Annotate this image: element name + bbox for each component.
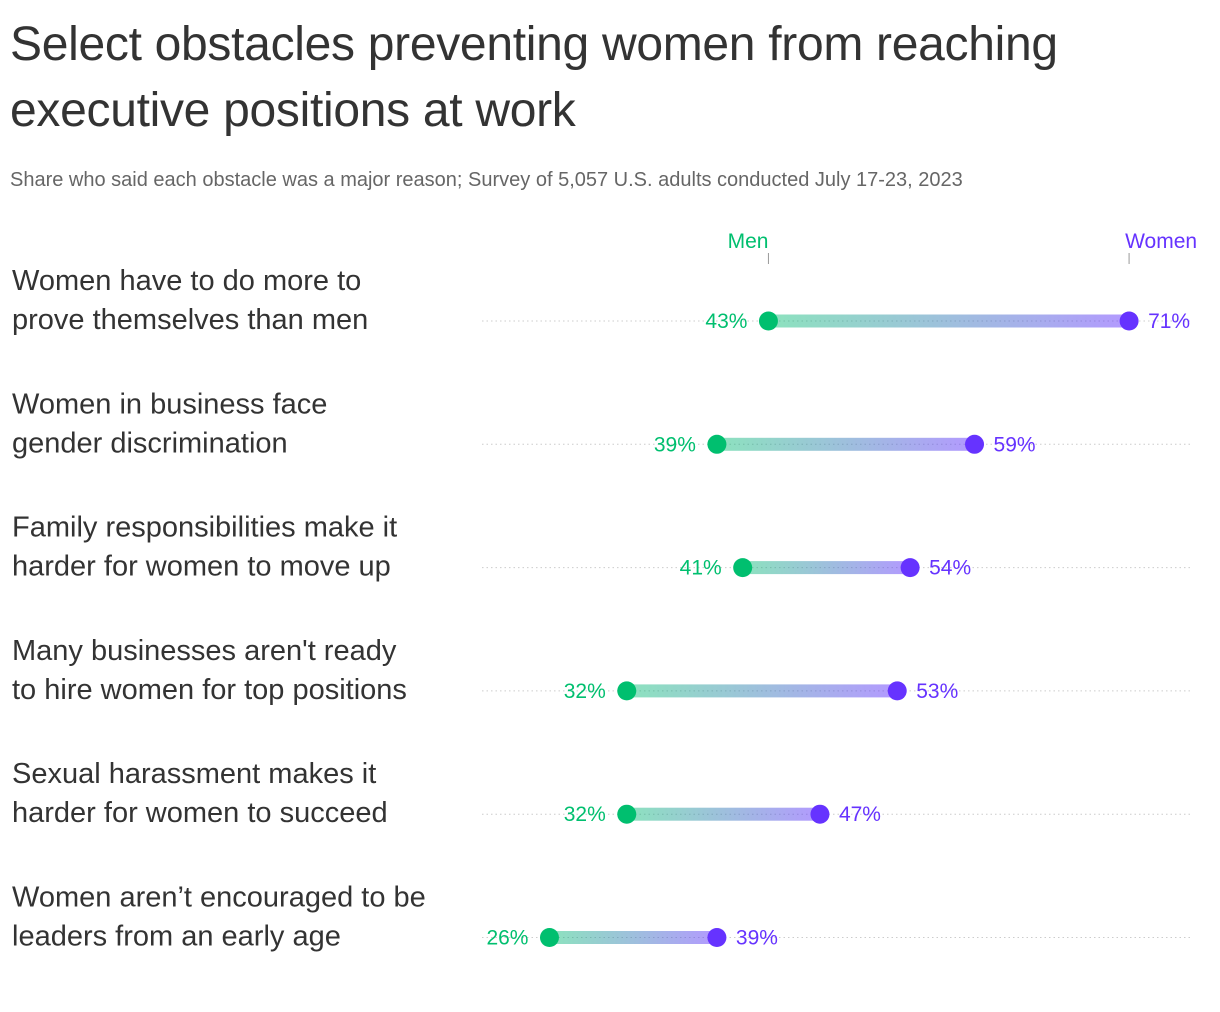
dot-men: [733, 558, 753, 578]
dot-women: [900, 558, 920, 578]
value-label-men: 39%: [654, 433, 696, 456]
value-label-women: 47%: [839, 803, 881, 826]
row-label-line1: Sexual harassment makes it: [12, 758, 376, 790]
dot-men: [617, 804, 637, 824]
dot-women: [965, 434, 985, 454]
dumbbell-bar: [549, 931, 717, 944]
value-label-men: 43%: [705, 310, 747, 333]
dot-women: [1119, 311, 1139, 331]
legend-label-men: Men: [728, 230, 769, 253]
dumbbell-bar: [716, 437, 975, 451]
dot-women: [707, 928, 727, 947]
row-label-line1: Family responsibilities make it: [12, 512, 397, 544]
value-label-women: 71%: [1148, 310, 1190, 333]
dot-men: [539, 928, 559, 947]
row-label-line2: leaders from an early age: [12, 921, 341, 953]
chart-title: Select obstacles preventing women from r…: [10, 18, 1058, 137]
row-label-line1: Women have to do more to: [12, 265, 361, 297]
value-label-men: 41%: [680, 557, 722, 580]
dumbbell-bar: [626, 684, 898, 698]
dumbbell-bar: [768, 314, 1130, 328]
dumbbell-bar: [742, 561, 911, 575]
dot-men: [617, 681, 637, 701]
value-label-women: 39%: [736, 927, 778, 950]
legend-label-women: Women: [1125, 230, 1197, 253]
dumbbell-bar: [626, 807, 820, 821]
value-label-men: 32%: [564, 680, 606, 703]
row-label-line1: Women in business face: [12, 388, 327, 420]
dot-women: [810, 804, 830, 824]
row-label-line1: Many businesses aren't ready: [12, 635, 397, 667]
row-label-line2: harder for women to succeed: [12, 797, 388, 829]
row-label-line2: gender discrimination: [12, 427, 288, 459]
dot-men: [758, 311, 778, 331]
value-label-men: 32%: [564, 803, 606, 826]
value-label-women: 54%: [929, 557, 971, 580]
dot-men: [707, 434, 727, 454]
value-label-women: 59%: [994, 433, 1036, 456]
chart-subtitle: Share who said each obstacle was a major…: [10, 169, 963, 191]
row-label-line2: harder for women to move up: [12, 551, 391, 583]
value-label-women: 53%: [916, 680, 958, 703]
row-label-line2: to hire women for top positions: [12, 674, 407, 706]
dot-women: [887, 681, 907, 701]
row-label-line2: prove themselves than men: [12, 304, 368, 336]
row-label-line1: Women aren’t encouraged to be: [12, 882, 426, 914]
value-label-men: 26%: [486, 927, 528, 950]
